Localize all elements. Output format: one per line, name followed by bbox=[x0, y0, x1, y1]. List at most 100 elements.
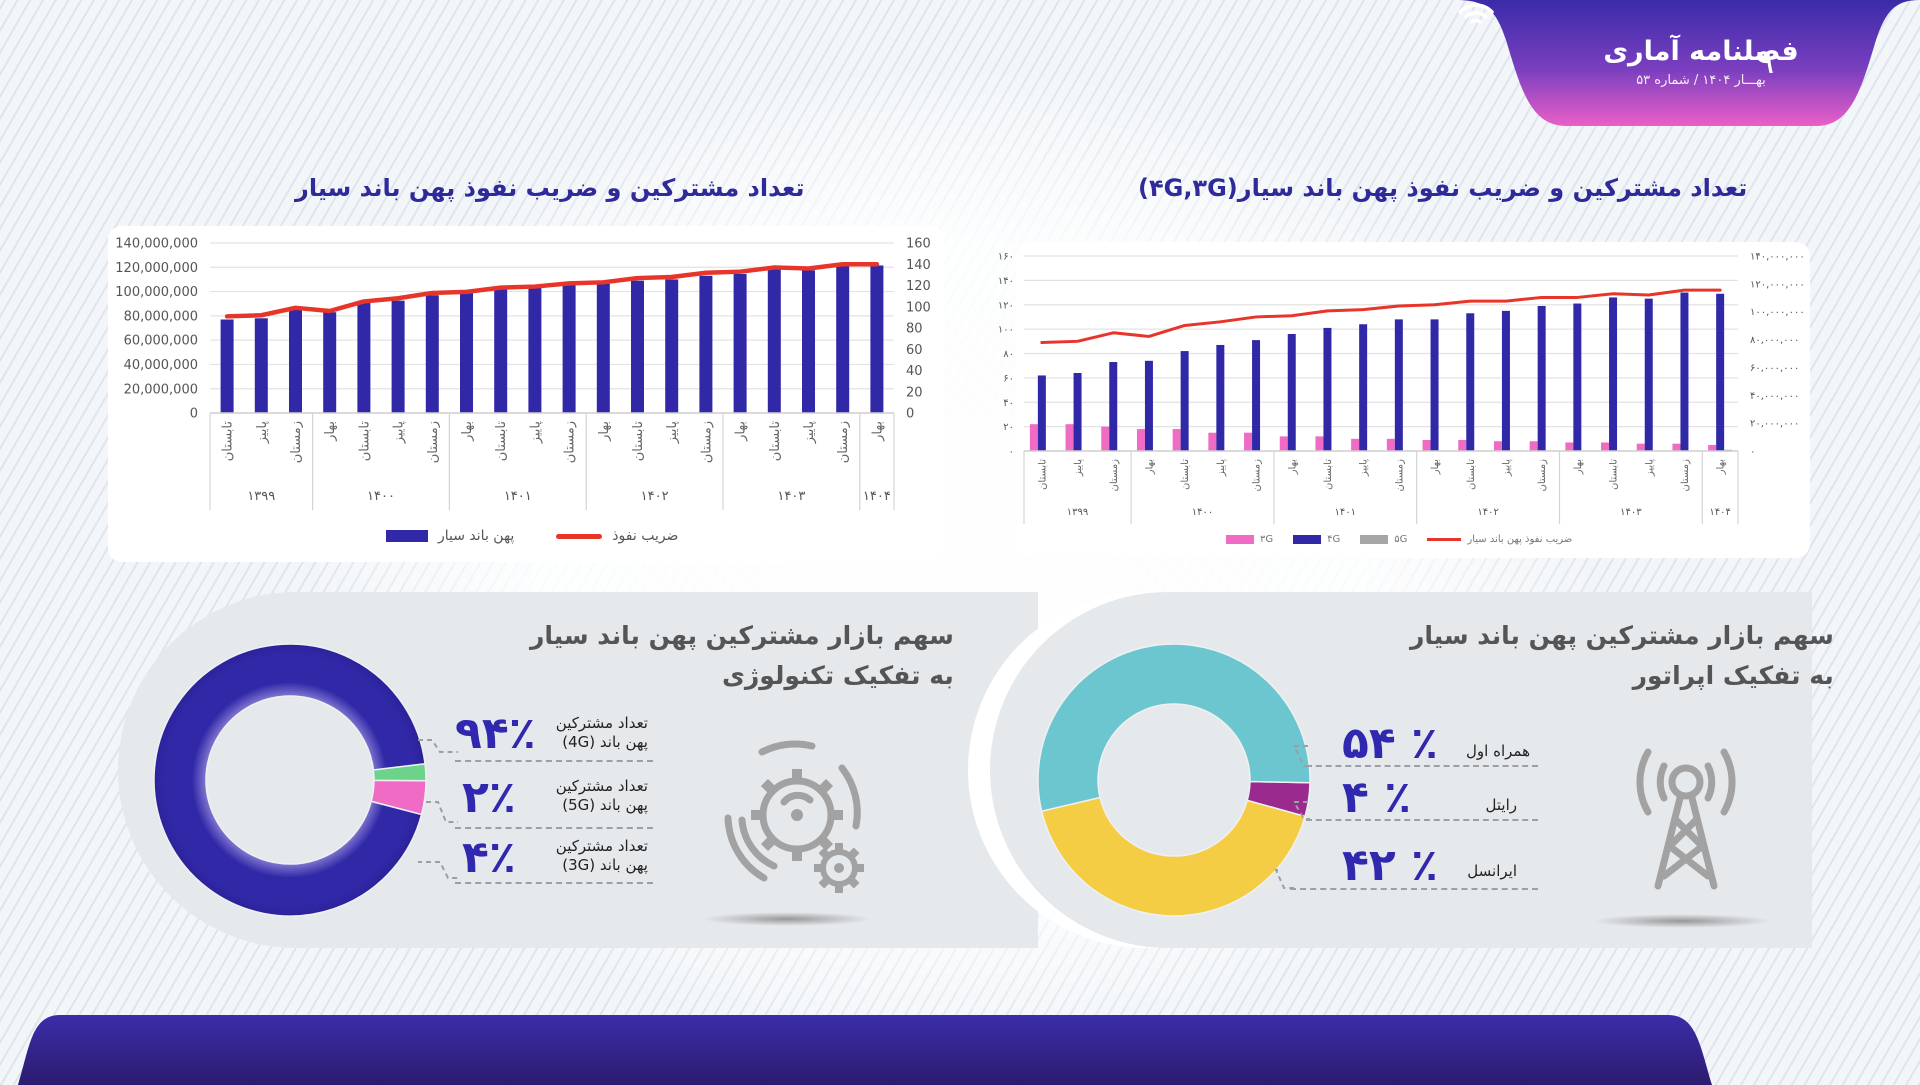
x-category-label: زمستان bbox=[1109, 459, 1120, 492]
penetration-line bbox=[1040, 288, 1722, 345]
bar bbox=[289, 309, 302, 413]
bar bbox=[1351, 438, 1360, 451]
bar bbox=[1172, 429, 1181, 451]
bar bbox=[870, 265, 884, 413]
y-right-tick: ۶۰,۰۰۰,۰۰۰ bbox=[1750, 363, 1799, 374]
legend-line-swatch bbox=[556, 533, 603, 539]
y-right-tick: 160 bbox=[906, 237, 931, 252]
bar bbox=[1636, 443, 1645, 451]
x-category-label: بهار bbox=[1430, 459, 1441, 475]
donut-slice bbox=[153, 643, 426, 917]
bar bbox=[220, 319, 234, 413]
x-category-label: بهار bbox=[734, 421, 749, 442]
x-category-label: بهار bbox=[1287, 459, 1298, 475]
operator-connectors bbox=[1274, 745, 1310, 889]
x-category-label: تابستان bbox=[1180, 459, 1191, 490]
operator-rightel-label: رایتل bbox=[1485, 796, 1517, 814]
year-group-label: ۱۴۰۲ bbox=[1477, 507, 1498, 518]
operator-mci-leader bbox=[1306, 765, 1538, 767]
bar bbox=[1501, 310, 1510, 451]
operator-title-line2: به تفکیک اپراتور bbox=[1632, 661, 1834, 690]
x-category-label: زمستان bbox=[289, 421, 304, 463]
bar bbox=[1386, 438, 1395, 451]
bar bbox=[1279, 436, 1288, 451]
y-left-tick: ۸۰ bbox=[1003, 349, 1014, 360]
tech-5g-label-line1: تعداد مشترکین bbox=[555, 777, 648, 795]
issue-line: بهـــار ۱۴۰۴ / شماره ۵۳ bbox=[1636, 73, 1766, 88]
x-category-label: زمستان bbox=[1252, 459, 1263, 492]
x-category-label: زمستان bbox=[426, 421, 441, 463]
tech-3g-label: تعداد مشترکین پهن باند (3G) bbox=[545, 837, 648, 875]
bar bbox=[1708, 444, 1717, 451]
operator-rightel-pct: ۴ ٪ bbox=[1342, 772, 1412, 823]
right-chart-card: ۱۶۰ ۱۴۰ ۱۲۰ ۱۰۰ ۸۰ ۶۰ ۴۰ ۲۰ ۰ ۱۴۰,۰۰۰,۰۰۰ ۱۲۰,۰۰۰,… bbox=[998, 242, 1810, 558]
y-left-tick: ۶۰ bbox=[1003, 373, 1014, 384]
donut-slice bbox=[1037, 643, 1311, 813]
y-right-tick: 80 bbox=[906, 322, 923, 337]
year-group-label: ۱۴۰۱ bbox=[1335, 507, 1356, 518]
operator-donut bbox=[1037, 643, 1311, 917]
bar bbox=[699, 275, 713, 413]
x-category-label: تابستان bbox=[1466, 459, 1477, 490]
legend-line-label: ضریب نفوذ پهن باند سیار bbox=[1467, 534, 1573, 545]
bar bbox=[494, 288, 508, 413]
x-category-label: پاییز bbox=[1216, 459, 1227, 477]
legend-line-swatch bbox=[1427, 538, 1462, 541]
bar bbox=[631, 280, 644, 413]
tech-title-line1: سهم بازار مشترکین پهن باند سیار bbox=[530, 621, 954, 650]
legend-3g-label: ۳G bbox=[1260, 534, 1274, 545]
bar bbox=[1252, 340, 1261, 451]
tech-4g-label-line2: پهن باند (4G) bbox=[562, 733, 648, 751]
year-group-label: ۱۳۹۹ bbox=[247, 489, 275, 504]
y-right-tick: ۱۴۰,۰۰۰,۰۰۰ bbox=[1750, 252, 1805, 263]
bar bbox=[1136, 429, 1145, 451]
bar bbox=[1529, 441, 1538, 451]
legend-bar-swatch bbox=[386, 530, 428, 542]
tech-4g-label: تعداد مشترکین پهن باند (4G) bbox=[545, 714, 648, 752]
x-category-label: پاییز bbox=[1501, 459, 1512, 477]
x-category-label: پاییز bbox=[1644, 459, 1655, 477]
x-category-label: پاییز bbox=[802, 421, 817, 445]
bar bbox=[836, 266, 850, 413]
left-chart-card: 140,000,000 120,000,000 100,000,000 80,000,… bbox=[108, 226, 944, 562]
operator-rightel-leader bbox=[1306, 819, 1538, 821]
year-group-label: ۱۴۰۰ bbox=[1192, 507, 1213, 518]
x-category-label: تابستان bbox=[1609, 459, 1620, 490]
x-category-label: بهار bbox=[597, 421, 612, 442]
bar bbox=[1644, 298, 1653, 451]
bar bbox=[1180, 351, 1189, 451]
x-category-label: بهار bbox=[1144, 459, 1155, 475]
bar bbox=[1609, 297, 1618, 451]
y-left-tick: ۱۴۰ bbox=[998, 276, 1014, 287]
x-category-label: بهار bbox=[870, 421, 885, 442]
bar bbox=[1359, 324, 1368, 451]
operator-panel-title: سهم بازار مشترکین پهن باند سیار به تفکیک… bbox=[1410, 616, 1834, 696]
bar bbox=[1144, 360, 1153, 451]
x-category-label: پاییز bbox=[392, 421, 407, 445]
bar bbox=[1109, 362, 1118, 451]
y-left-tick: ۱۲۰ bbox=[998, 300, 1014, 311]
tech-connectors bbox=[418, 739, 458, 879]
y-right-tick: 120 bbox=[906, 279, 931, 294]
x-category-label: پاییز bbox=[1073, 459, 1084, 477]
year-group-label: ۱۴۰۱ bbox=[504, 489, 532, 504]
year-group-label: ۱۴۰۳ bbox=[777, 489, 805, 504]
operator-mci-pct: ۵۴ ٪ bbox=[1342, 718, 1438, 769]
x-category-label: زمستان bbox=[1680, 459, 1691, 492]
tech-3g-label-line2: پهن باند (3G) bbox=[562, 856, 648, 874]
right-chart-legend: ضریب نفوذ پهن باند سیار ۵G ۴G ۳G bbox=[1226, 534, 1572, 545]
page-number: ۹ bbox=[1756, 42, 1775, 82]
y-right-tick: 0 bbox=[906, 407, 914, 422]
x-category-label: زمستان bbox=[1537, 459, 1548, 492]
y-right-tick: 100 bbox=[906, 300, 931, 315]
operator-irancell-pct: ۴۲ ٪ bbox=[1342, 840, 1438, 891]
penetration-line bbox=[224, 262, 880, 319]
cell-tower-icon bbox=[1636, 748, 1736, 890]
x-category-label: زمستان bbox=[1394, 459, 1405, 492]
operator-irancell-label: ایرانسل bbox=[1467, 862, 1517, 880]
bar bbox=[1101, 426, 1110, 451]
bar bbox=[425, 295, 439, 413]
tech-3g-pct: ۴٪ bbox=[462, 832, 516, 883]
y-right-tick: ۰ bbox=[1750, 447, 1755, 458]
bar bbox=[1537, 305, 1546, 451]
